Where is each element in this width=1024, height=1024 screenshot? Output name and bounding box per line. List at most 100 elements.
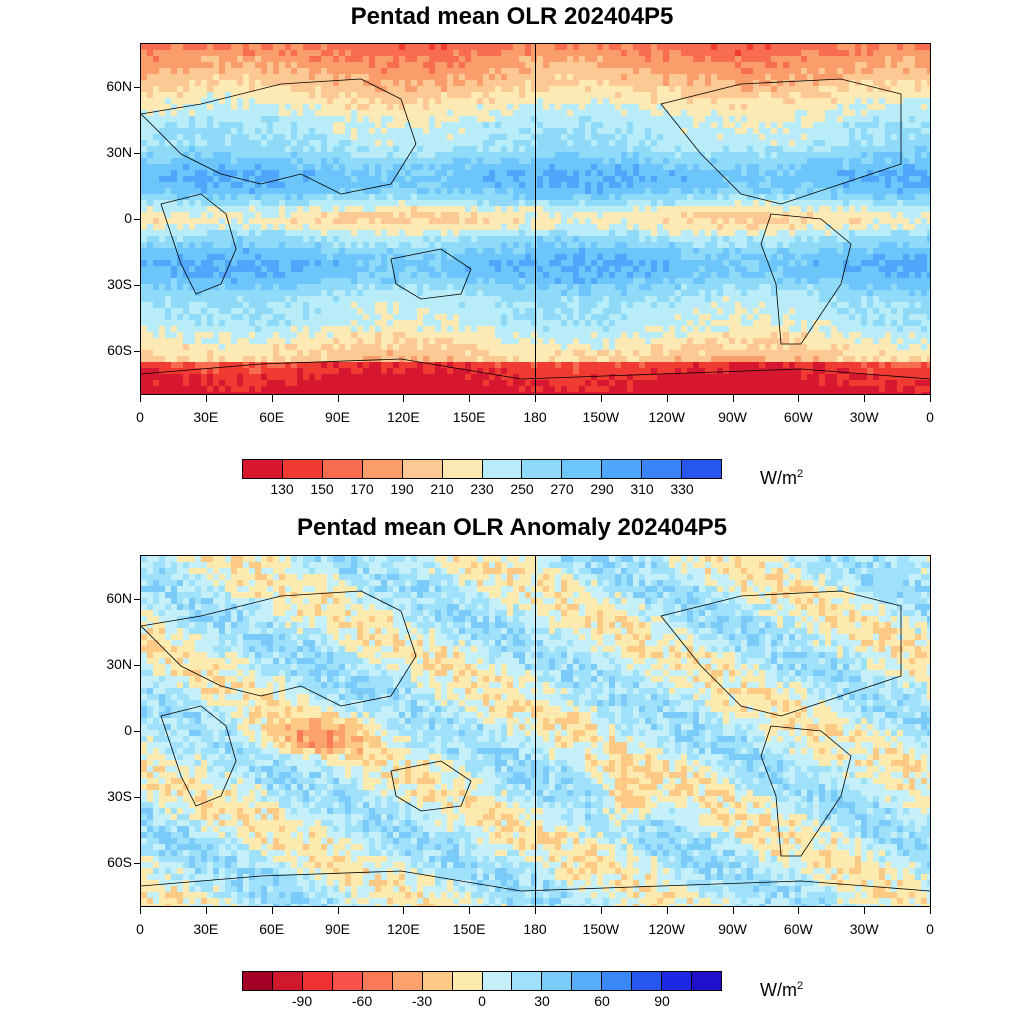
coastline (141, 358, 930, 380)
colorbar-swatch (332, 972, 363, 990)
olr-mean-colorbar (242, 459, 722, 479)
colorbar-swatch (482, 972, 513, 990)
colorbar-swatch (282, 460, 323, 478)
coastline (141, 78, 417, 195)
lat-tick (134, 351, 140, 352)
colorbar-label: 60 (594, 993, 610, 1009)
olr-mean-map (140, 43, 931, 395)
lon-label: 150E (452, 921, 486, 937)
lon-tick (403, 395, 405, 402)
lat-label: 30S (107, 788, 132, 804)
lon-tick (535, 907, 536, 914)
lat-tick (134, 731, 140, 732)
lat-tick (134, 285, 140, 286)
lon-label: 90W (718, 409, 747, 425)
lat-tick (134, 863, 140, 864)
colorbar-swatch (402, 460, 443, 478)
lat-label: 60N (106, 590, 132, 606)
lon-label: 150W (582, 409, 620, 425)
colorbar-swatch (682, 460, 722, 478)
panel-2-title: Pentad mean OLR Anomaly 202404P5 (297, 514, 727, 541)
lon-tick (732, 907, 734, 914)
lon-tick (337, 907, 339, 914)
colorbar-swatch (602, 460, 643, 478)
colorbar-swatch (522, 460, 563, 478)
olr-field (141, 44, 930, 394)
colorbar-label: 90 (654, 993, 670, 1009)
lon-label: 0 (926, 409, 934, 425)
coastline (160, 193, 237, 295)
lon-label: 60E (259, 921, 285, 937)
lon-label: 90W (718, 921, 747, 937)
lon-tick (732, 395, 734, 402)
lat-tick (134, 797, 140, 798)
lon-tick (140, 907, 141, 914)
colorbar-swatch (542, 972, 573, 990)
colorbar-label: 250 (510, 481, 534, 497)
colorbar-swatch (422, 972, 453, 990)
colorbar-swatch (362, 972, 393, 990)
lon-tick (600, 907, 602, 914)
coastline (160, 705, 237, 807)
coastline (760, 725, 852, 857)
lon-tick (864, 395, 866, 402)
colorbar-swatch (662, 972, 693, 990)
colorbar-swatch (642, 460, 683, 478)
lat-label: 0 (124, 722, 132, 738)
lon-tick (271, 395, 273, 402)
colorbar-swatch (632, 972, 663, 990)
lon-label: 60W (783, 409, 813, 425)
colorbar-swatch (482, 460, 523, 478)
colorbar-label: 30 (534, 993, 550, 1009)
colorbar-label: -30 (411, 993, 433, 1009)
lon-tick (930, 907, 931, 914)
colorbar-label: 130 (270, 481, 294, 497)
colorbar-label: 150 (310, 481, 334, 497)
colorbar-label: 290 (590, 481, 614, 497)
colorbar-swatch (272, 972, 303, 990)
lon-label: 60W (783, 921, 813, 937)
lon-label: 180 (523, 409, 547, 425)
olr-anomaly-colorbar (242, 971, 722, 991)
lon-label: 90E (325, 409, 350, 425)
colorbar-swatch (243, 972, 273, 990)
lon-tick (140, 395, 141, 402)
lon-tick (469, 395, 471, 402)
colorbar-swatch (692, 972, 721, 990)
colorbar-label: 0 (478, 993, 486, 1009)
lat-label: 30N (106, 144, 132, 160)
coastlines (141, 590, 930, 892)
coastline (141, 870, 930, 892)
colorbar-label: 230 (470, 481, 494, 497)
lon-label: 30E (193, 921, 219, 937)
colorbar-swatch (362, 460, 403, 478)
lon-label: 150W (582, 921, 620, 937)
lon-label: 60E (259, 409, 285, 425)
lon-label: 120E (386, 409, 420, 425)
coastline (390, 760, 472, 812)
lon-tick (469, 907, 471, 914)
lat-tick (134, 87, 140, 88)
colorbar-label: 190 (390, 481, 414, 497)
lon-tick (271, 907, 273, 914)
coastline (760, 213, 852, 345)
lon-label: 150E (452, 409, 486, 425)
panel-1-title: Pentad mean OLR 202404P5 (350, 3, 674, 30)
colorbar-label: 170 (350, 481, 374, 497)
lon-tick (666, 907, 668, 914)
lat-label: 0 (124, 210, 132, 226)
lon-label: 0 (136, 409, 144, 425)
lat-label: 60N (106, 78, 132, 94)
lon-tick (205, 907, 207, 914)
colorbar-label: 270 (550, 481, 574, 497)
lon-label: 180 (523, 921, 547, 937)
colorbar-swatch (512, 972, 543, 990)
lon-label: 30W (849, 409, 879, 425)
colorbar-label: -90 (291, 993, 313, 1009)
lon-tick (666, 395, 668, 402)
lon-label: 120W (648, 921, 685, 937)
lat-label: 60S (107, 854, 132, 870)
colorbar-label: 330 (670, 481, 694, 497)
lat-label: 60S (107, 342, 132, 358)
lon-tick (864, 907, 866, 914)
